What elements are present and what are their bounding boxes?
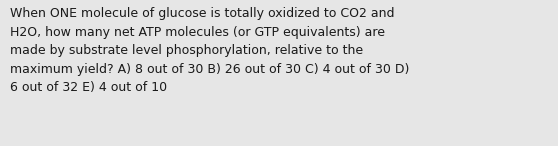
Text: When ONE molecule of glucose is totally oxidized to CO2 and
H2O, how many net AT: When ONE molecule of glucose is totally … [10,7,410,94]
